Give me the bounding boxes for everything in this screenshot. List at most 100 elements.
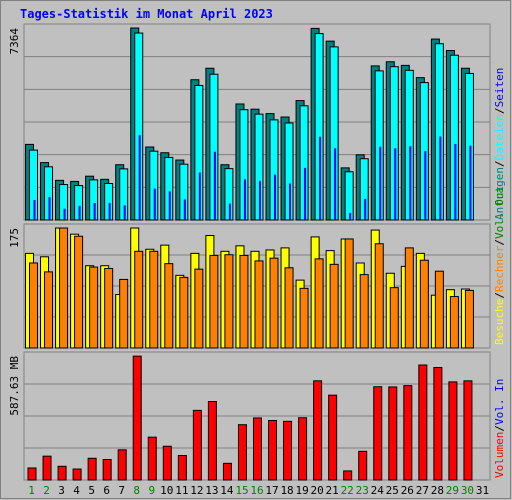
x-tick-label-day-9: 9 bbox=[148, 484, 155, 497]
bar-seiten-day-13 bbox=[213, 151, 216, 220]
bar-dateien-day-22 bbox=[344, 171, 354, 221]
bar-rechner-day-29 bbox=[449, 296, 459, 349]
legend-item-volumen: Volumen bbox=[493, 432, 506, 478]
legend-item-out: Vol. Out bbox=[493, 186, 506, 239]
bar-seiten-day-6 bbox=[108, 203, 111, 220]
x-tick-label-day-11: 11 bbox=[175, 484, 188, 497]
bar-volumen-day-17 bbox=[268, 419, 278, 481]
bar-seiten-day-10 bbox=[168, 191, 171, 220]
bar-rechner-day-13 bbox=[209, 254, 219, 349]
legend-separator: / bbox=[493, 425, 506, 432]
x-tick-label-day-30: 30 bbox=[461, 484, 474, 497]
bar-rechner-day-26 bbox=[404, 247, 414, 349]
bar-volumen-day-22 bbox=[343, 470, 353, 481]
bar-volumen-day-27 bbox=[418, 364, 428, 481]
x-tick-label-day-22: 22 bbox=[341, 484, 354, 497]
bar-rechner-day-20 bbox=[314, 258, 324, 349]
x-tick-label-day-14: 14 bbox=[220, 484, 234, 497]
x-tick-label-day-16: 16 bbox=[250, 484, 263, 497]
x-tick-label-day-18: 18 bbox=[280, 484, 293, 497]
bar-volumen-day-20 bbox=[313, 380, 323, 481]
bar-seiten-day-23 bbox=[364, 198, 367, 220]
bar-seiten-day-29 bbox=[454, 143, 457, 220]
bar-rechner-day-28 bbox=[434, 270, 444, 349]
bar-volumen-day-6 bbox=[102, 459, 112, 481]
x-tick-label-day-25: 25 bbox=[386, 484, 399, 497]
bar-volumen-day-3 bbox=[57, 465, 67, 481]
bar-volumen-day-10 bbox=[162, 445, 172, 481]
x-tick-label-day-12: 12 bbox=[190, 484, 203, 497]
x-tick-label-day-20: 20 bbox=[311, 484, 324, 497]
bar-rechner-day-15 bbox=[239, 254, 249, 349]
bar-seiten-day-26 bbox=[409, 146, 412, 220]
bar-rechner-day-9 bbox=[149, 250, 159, 349]
bar-volumen-day-30 bbox=[463, 380, 473, 481]
legend-separator: / bbox=[493, 239, 506, 246]
bar-seiten-day-22 bbox=[349, 212, 352, 220]
bar-volumen-day-7 bbox=[117, 449, 127, 481]
bar-rechner-day-19 bbox=[299, 287, 309, 349]
bar-rechner-day-21 bbox=[329, 263, 339, 349]
bar-seiten-day-12 bbox=[198, 172, 201, 220]
bar-seiten-day-1 bbox=[33, 199, 36, 220]
x-tick-label-day-13: 13 bbox=[205, 484, 218, 497]
bar-volumen-day-1 bbox=[27, 467, 37, 481]
legend-hits: Anfragen/Dateien/Seiten bbox=[493, 68, 506, 220]
x-tick-label-day-24: 24 bbox=[371, 484, 385, 497]
bar-volumen-day-2 bbox=[42, 455, 52, 481]
bar-rechner-day-2 bbox=[44, 271, 54, 349]
legend-item-anfragen: Anfragen bbox=[493, 167, 506, 220]
bar-seiten-day-28 bbox=[439, 136, 442, 220]
x-tick-label-day-8: 8 bbox=[133, 484, 140, 497]
panel-hits: 7364 bbox=[8, 23, 491, 221]
x-tick-label-day-6: 6 bbox=[103, 484, 110, 497]
legend-item-in: Vol. In bbox=[493, 379, 506, 425]
bar-rechner-day-27 bbox=[419, 259, 429, 349]
bar-volumen-day-23 bbox=[358, 450, 368, 481]
bar-seiten-day-3 bbox=[63, 208, 66, 220]
legend-item-dateien: Dateien bbox=[493, 114, 506, 160]
bar-seiten-day-30 bbox=[469, 145, 472, 220]
bar-volumen-day-26 bbox=[403, 385, 413, 481]
bar-rechner-day-23 bbox=[359, 274, 369, 349]
legend-item-besuche: Besuche bbox=[493, 299, 506, 345]
bar-volumen-day-28 bbox=[433, 367, 443, 481]
bar-seiten-day-7 bbox=[123, 205, 126, 220]
bar-rechner-day-16 bbox=[254, 260, 264, 349]
bar-seiten-day-16 bbox=[258, 180, 261, 220]
bar-volumen-day-11 bbox=[177, 455, 187, 481]
x-tick-label-day-19: 19 bbox=[295, 484, 308, 497]
bar-rechner-day-3 bbox=[59, 227, 69, 349]
bar-volumen-day-19 bbox=[298, 417, 308, 481]
bar-seiten-day-19 bbox=[304, 167, 307, 220]
bar-volumen-day-13 bbox=[207, 401, 217, 481]
bar-seiten-day-25 bbox=[394, 148, 397, 220]
legend-visits: Besuche/Rechner/Vol. Out bbox=[493, 186, 506, 345]
y-max-label-hits: 7364 bbox=[8, 28, 21, 55]
bar-seiten-day-11 bbox=[183, 199, 186, 220]
legend-item-rechner: Rechner bbox=[493, 245, 506, 292]
x-tick-label-day-21: 21 bbox=[326, 484, 339, 497]
x-tick-label-day-27: 27 bbox=[416, 484, 429, 497]
x-tick-label-day-5: 5 bbox=[88, 484, 95, 497]
bar-seiten-day-20 bbox=[319, 136, 322, 220]
bar-rechner-day-11 bbox=[179, 276, 189, 349]
bar-seiten-day-21 bbox=[334, 148, 337, 220]
bar-seiten-day-5 bbox=[93, 203, 96, 220]
x-tick-label-day-31: 31 bbox=[476, 484, 489, 497]
bar-rechner-day-7 bbox=[119, 278, 129, 349]
bar-rechner-day-4 bbox=[74, 235, 84, 349]
legend-separator: / bbox=[493, 107, 506, 114]
bar-volumen-day-5 bbox=[87, 457, 97, 481]
bar-volumen-day-21 bbox=[328, 394, 338, 481]
bar-volumen-day-24 bbox=[373, 386, 383, 481]
bar-rechner-day-5 bbox=[89, 266, 99, 349]
bar-seiten-day-4 bbox=[78, 205, 81, 220]
bar-seiten-day-2 bbox=[48, 197, 51, 220]
legend-volume: Volumen/Vol. In bbox=[493, 379, 506, 478]
x-axis-day-labels: 1 2 3 4 5 6 7 8 9 10 11 12 13 14 15 16 17 18 19 20 21 22 23 24 2… bbox=[28, 484, 489, 497]
chart-title: Tages-Statistik im Monat April 2023 bbox=[20, 7, 273, 21]
bar-volumen-day-8 bbox=[132, 355, 142, 481]
bar-volumen-day-16 bbox=[252, 417, 262, 481]
